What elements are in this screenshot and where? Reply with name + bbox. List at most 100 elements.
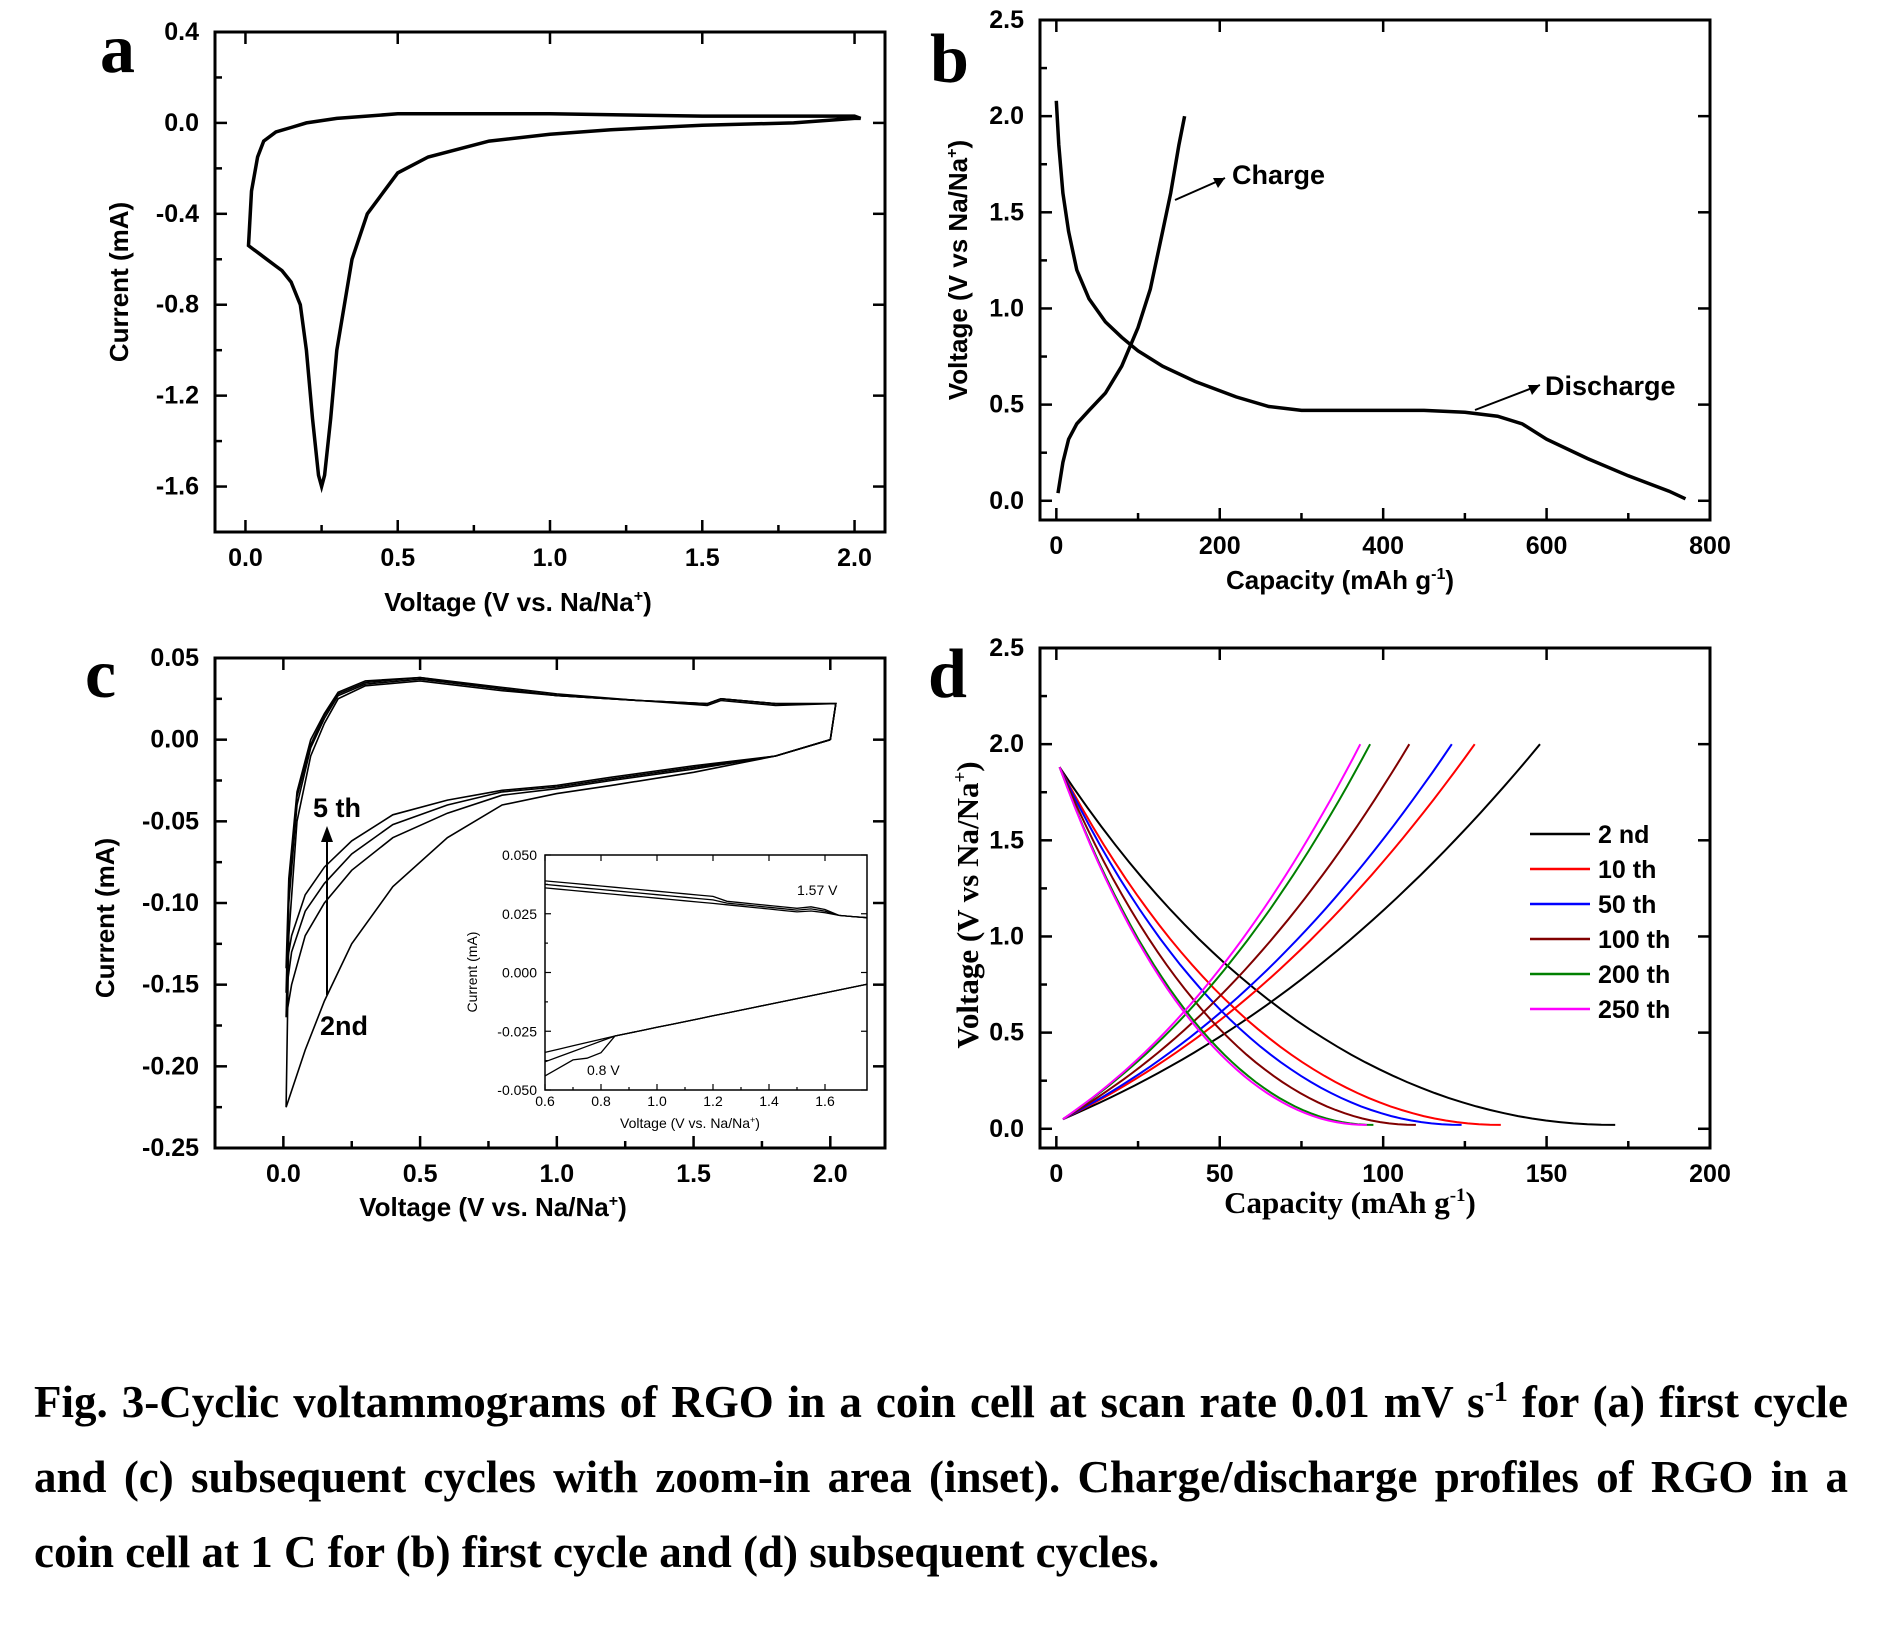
x-tick-label: 2.0 [813,1160,848,1188]
charge-curve [1062,743,1411,1121]
inset-curve-anodic [544,887,868,919]
curves-d [1058,743,1616,1126]
plot-frame-b [1038,18,1712,522]
y-axis-label-d: Voltage (V vs Na/Na+) [950,761,985,1048]
inset-plot: 0.6 0.8 1.0 1.2 1.4 1.6 0.050 0.025 0.000 -0.025 -… [464,847,868,1131]
cv-curve-first-cycle [246,112,862,494]
panel-letter-a: a [100,11,135,88]
discharge-arrow-head [1528,385,1540,395]
discharge-arrow [1474,384,1541,411]
x-tick-label: 1.6 [815,1093,835,1109]
discharge-curve [1058,766,1367,1126]
y-tick-label: 1.0 [989,294,1024,322]
y-tick-label: 1.0 [989,922,1024,950]
legend-label: 200 th [1598,961,1670,989]
y-tick-label: 1.5 [989,826,1024,854]
charge-curve [1062,743,1453,1121]
panel-letter-c: c [85,636,116,713]
y-axis-label-b: Voltage (V vs Na/Na+) [943,140,973,400]
discharge-curve [1058,766,1462,1126]
y-tick-label: 0.025 [502,906,537,922]
x-tick-label: 1.0 [533,544,568,572]
y-tick-label: -0.05 [142,807,199,835]
plot-frame-d [1038,646,1712,1150]
discharge-label: Discharge [1545,371,1676,401]
inset-annot-157: 1.57 V [797,882,838,898]
y-tick-label: -0.10 [142,889,199,917]
y-tick-label: 2.5 [989,6,1024,34]
y-tick-label: 0.4 [164,18,199,46]
discharge-curve [1058,766,1416,1126]
ticks-c [215,656,885,1150]
panel-c: c 0.0 0.5 1.0 1.5 2.0 0.05 0.00 -0.05 -0.10 -0.15… [85,636,887,1222]
tick-labels-b: 0 200 400 600 800 0.0 0.5 1.0 1.5 2.0 2.5 [989,6,1731,560]
legend-label: 50 th [1598,891,1656,919]
label-2nd: 2nd [320,1011,368,1041]
charge-curve [1062,743,1371,1121]
x-tick-label: 0.8 [591,1093,611,1109]
y-tick-label: 0.0 [164,109,199,137]
y-tick-label: 0.00 [150,726,199,754]
x-axis-label-c: Voltage (V vs. Na/Na+) [359,1192,627,1222]
x-tick-label: 800 [1689,532,1731,560]
cv-curve-cycle-2 [285,680,837,1108]
charge-curve [1062,743,1362,1121]
x-axis-label-b: Capacity (mAh g-1) [1226,565,1454,595]
y-tick-label: -0.4 [156,200,199,228]
y-tick-label: 2.0 [989,102,1024,130]
y-tick-label: 0.0 [989,1115,1024,1143]
x-tick-label: 1.5 [676,1160,711,1188]
x-axis-label-d: Capacity (mAh g-1) [1224,1185,1476,1220]
charge-curve [1062,743,1476,1121]
x-tick-label: 0 [1049,532,1063,560]
panel-b: b 0 200 400 600 800 0.0 0.5 1.0 1.5 2.0 2.5 Charge… [930,6,1731,595]
discharge-curve [1058,766,1616,1126]
inset-y-label: Current (mA) [464,932,480,1013]
inset-tick-labels: 0.6 0.8 1.0 1.2 1.4 1.6 0.050 0.025 0.000 -0.025 -… [497,847,835,1109]
x-tick-label: 200 [1199,532,1241,560]
x-tick-label: 1.2 [703,1093,723,1109]
discharge-curve [1058,766,1501,1126]
inset-curve-cathodic [544,983,868,1077]
cycle-arrow-head [321,826,333,842]
y-tick-label: -0.8 [156,291,199,319]
charge-label: Charge [1232,160,1325,190]
tick-labels-c: 0.0 0.5 1.0 1.5 2.0 0.05 0.00 -0.05 -0.10 -0.15 -0… [142,644,848,1188]
y-axis-label-a: Current (mA) [104,202,134,362]
y-tick-label: 0.5 [989,391,1024,419]
caption-superscript: -1 [1484,1377,1508,1408]
figure: a 0.0 0.5 1.0 1.5 2.00.40.0-0.4-0.8-1.2-1.6 … [85,6,1731,1222]
inset-curve-anodic [544,883,868,919]
inset-x-label: Voltage (V vs. Na/Na+) [620,1115,760,1131]
tick-labels-a: 0.0 0.5 1.0 1.5 2.0 0.4 0.0 -0.4 -0.8 -1.2 -1.6 [156,18,872,572]
y-tick-label: 0.05 [150,644,199,672]
x-tick-label: 100 [1362,1160,1404,1188]
y-axis-label-c: Current (mA) [90,838,120,998]
legend-d: 2 nd 10 th 50 th 100 th 200 th 250 th [1530,821,1670,1024]
x-tick-label: 1.0 [539,1160,574,1188]
panel-letter-b: b [930,21,969,98]
cv-curve-cycle-5 [285,676,837,969]
x-tick-label: 50 [1206,1160,1234,1188]
x-tick-label: 1.0 [647,1093,667,1109]
y-tick-label: 2.0 [989,730,1024,758]
y-tick-label: 0.0 [989,487,1024,515]
legend-label: 250 th [1598,996,1670,1024]
inset-frame [544,854,868,1091]
x-tick-label: 1.4 [759,1093,779,1109]
x-tick-label: 1.5 [685,544,720,572]
label-5th: 5 th [313,793,361,823]
x-tick-label: 600 [1526,532,1568,560]
x-tick-label: 0.6 [535,1093,555,1109]
panel-d: d 0 50 100 150 200 0.0 0.5 1.0 1.5 2.0 2.5 2 nd 10 … [928,634,1731,1220]
y-tick-label: 0.050 [502,847,537,863]
inset-curve-anodic [544,880,868,919]
y-tick-label: -0.15 [142,971,199,999]
ticks-a [215,30,885,532]
y-tick-label: -0.025 [497,1023,537,1039]
y-tick-label: 0.5 [989,1019,1024,1047]
caption-part-2: for (a) first cycle and (c) subsequent c… [34,1377,1849,1577]
y-tick-label: 0.000 [502,965,537,981]
figure-caption: Fig. 3-Cyclic voltammograms of RGO in a … [34,1355,1848,1590]
y-tick-label: -1.2 [156,382,199,410]
